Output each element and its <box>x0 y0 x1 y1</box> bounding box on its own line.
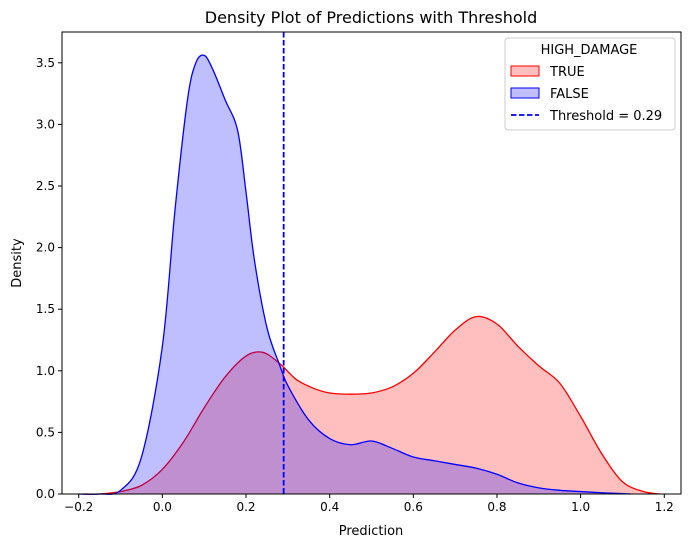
x-axis-ticks: −0.2 0.0 0.2 0.4 0.6 0.8 1.0 1.2 <box>64 494 674 514</box>
density-area-false <box>78 55 631 495</box>
chart-title: Density Plot of Predictions with Thresho… <box>205 8 537 27</box>
y-axis-label: Density <box>10 238 25 288</box>
x-tick-label: 0.8 <box>487 500 506 514</box>
y-tick-label: 1.0 <box>36 364 55 378</box>
y-axis-ticks: 0.0 0.5 1.0 1.5 2.0 2.5 3.0 3.5 <box>36 56 62 501</box>
y-tick-label: 2.0 <box>36 241 55 255</box>
density-line-false <box>78 54 631 495</box>
x-tick-label: 0.4 <box>320 500 339 514</box>
y-tick-label: 3.5 <box>36 56 55 70</box>
x-tick-label: 1.0 <box>571 500 590 514</box>
x-tick-label: 0.2 <box>236 500 255 514</box>
legend-swatch-true <box>510 65 540 77</box>
x-tick-label: 0.6 <box>404 500 423 514</box>
x-tick-label: −0.2 <box>64 500 93 514</box>
x-axis-label: Prediction <box>339 524 404 539</box>
legend-box <box>504 37 676 131</box>
legend-label-true: TRUE <box>549 65 585 80</box>
density-line-true <box>82 315 661 495</box>
y-tick-label: 1.5 <box>36 302 55 316</box>
legend-label-false: FALSE <box>550 87 589 102</box>
series-layer <box>78 54 661 495</box>
y-tick-label: 0.5 <box>36 425 55 439</box>
y-tick-label: 2.5 <box>36 179 55 193</box>
legend: HIGH_DAMAGE TRUE FALSE Threshold = 0.29 <box>504 37 676 131</box>
plot-frame <box>61 31 682 495</box>
x-tick-label: 0.0 <box>153 500 172 514</box>
y-tick-label: 0.0 <box>36 487 55 501</box>
legend-label-threshold: Threshold = 0.29 <box>549 109 662 124</box>
legend-title: HIGH_DAMAGE <box>541 43 638 58</box>
x-tick-label: 1.2 <box>655 500 674 514</box>
density-area-true <box>82 316 661 495</box>
y-tick-label: 3.0 <box>36 117 55 131</box>
legend-swatch-false <box>510 87 540 99</box>
